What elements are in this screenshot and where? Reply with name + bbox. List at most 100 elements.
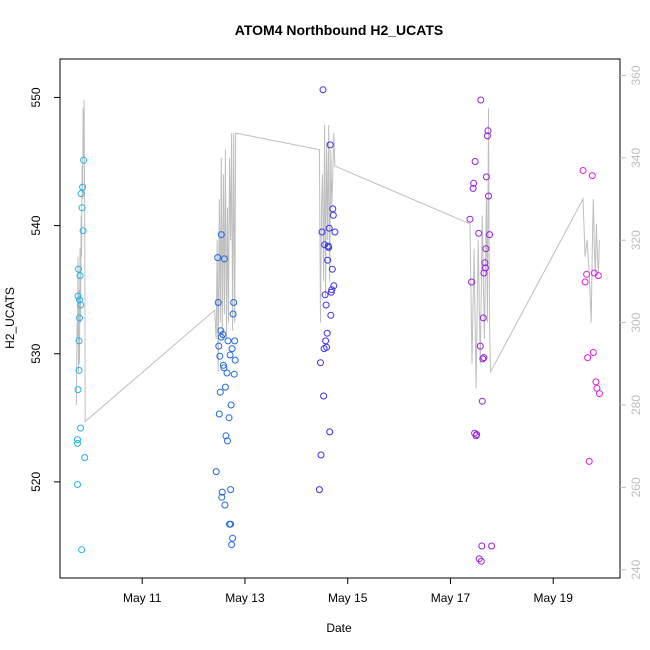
data-point xyxy=(330,282,338,290)
data-point xyxy=(324,256,332,264)
data-point xyxy=(226,351,234,359)
y-axis-label: H2_UCATS xyxy=(3,287,17,349)
data-point xyxy=(214,299,222,306)
data-point xyxy=(227,486,235,494)
data-point xyxy=(592,378,600,386)
data-point xyxy=(326,428,334,436)
data-point xyxy=(79,227,87,235)
data-point xyxy=(466,215,474,223)
data-point xyxy=(76,272,84,280)
x-axis-label: Date xyxy=(326,621,352,635)
data-point xyxy=(475,229,483,237)
data-point xyxy=(320,392,328,400)
data-point xyxy=(230,370,238,378)
right-y-tick-label: 360 xyxy=(629,65,643,85)
data-point xyxy=(224,337,232,345)
data-point xyxy=(485,192,492,200)
data-point xyxy=(469,184,477,192)
data-point xyxy=(583,270,591,278)
y-tick-label: 520 xyxy=(29,472,43,492)
data-point xyxy=(220,255,228,263)
data-point xyxy=(74,386,82,394)
data-point xyxy=(594,272,602,280)
y-tick-label: 540 xyxy=(29,215,43,235)
data-point xyxy=(75,337,83,345)
data-point xyxy=(215,342,223,350)
data-point xyxy=(317,451,325,459)
data-point xyxy=(223,369,231,377)
data-point xyxy=(229,534,237,542)
x-tick-label: May 19 xyxy=(534,591,574,605)
data-point xyxy=(479,355,487,363)
x-tick-label: May 15 xyxy=(328,591,368,605)
data-point xyxy=(81,454,89,461)
data-point xyxy=(224,437,231,445)
data-point xyxy=(318,228,326,236)
data-point xyxy=(329,211,337,219)
data-point xyxy=(486,231,493,239)
data-point xyxy=(477,557,485,565)
data-point xyxy=(221,383,229,391)
data-point xyxy=(484,127,492,135)
data-point xyxy=(585,457,593,465)
data-point xyxy=(231,337,239,345)
data-point xyxy=(215,410,223,418)
data-point xyxy=(75,265,82,273)
data-point xyxy=(218,488,226,496)
data-point xyxy=(219,331,227,338)
data-point xyxy=(478,397,486,405)
data-point xyxy=(229,310,237,318)
right-y-tick-label: 240 xyxy=(629,559,643,579)
data-point xyxy=(325,224,333,232)
data-point xyxy=(219,361,227,369)
data-point xyxy=(74,436,81,444)
data-point xyxy=(74,439,81,447)
data-point xyxy=(328,286,336,294)
data-point xyxy=(579,167,587,174)
data-point xyxy=(217,231,225,239)
data-point xyxy=(331,228,339,236)
data-point xyxy=(328,265,336,273)
data-point xyxy=(77,190,85,198)
data-point xyxy=(482,173,490,181)
data-point xyxy=(77,301,85,309)
data-point xyxy=(315,486,323,494)
data-point xyxy=(75,366,83,374)
data-point xyxy=(221,501,229,509)
data-point xyxy=(479,314,487,322)
data-point xyxy=(225,414,233,422)
data-point xyxy=(483,132,491,140)
data-point xyxy=(482,245,490,253)
y-axis-right: 240 260 280 300 320 340 360 xyxy=(620,65,643,580)
data-point xyxy=(323,343,331,351)
data-point xyxy=(588,172,596,180)
data-point xyxy=(212,468,220,476)
x-tick-label: May 13 xyxy=(225,591,265,605)
data-point xyxy=(220,364,228,372)
data-point xyxy=(323,329,331,337)
data-point xyxy=(227,401,235,409)
data-point xyxy=(589,349,597,356)
data-point xyxy=(471,158,479,165)
y-tick-label: 530 xyxy=(29,343,43,363)
data-point xyxy=(78,546,86,554)
data-point xyxy=(584,354,592,362)
y-tick-label: 550 xyxy=(29,87,43,107)
data-point xyxy=(76,296,83,304)
data-point xyxy=(78,204,86,212)
data-point xyxy=(477,96,485,104)
data-point xyxy=(322,337,330,345)
x-tick-label: May 17 xyxy=(431,591,471,605)
data-point xyxy=(480,354,488,362)
x-axis: May 11 May 13 May 15 May 17 May 19 xyxy=(123,578,573,605)
data-point xyxy=(79,183,87,191)
data-point xyxy=(581,278,589,286)
data-point xyxy=(481,259,489,267)
data-point xyxy=(218,493,226,501)
scatter-points-group xyxy=(74,86,603,565)
right-series-line xyxy=(75,100,600,423)
data-point xyxy=(595,390,603,397)
data-point xyxy=(478,542,486,550)
data-point xyxy=(216,388,224,396)
